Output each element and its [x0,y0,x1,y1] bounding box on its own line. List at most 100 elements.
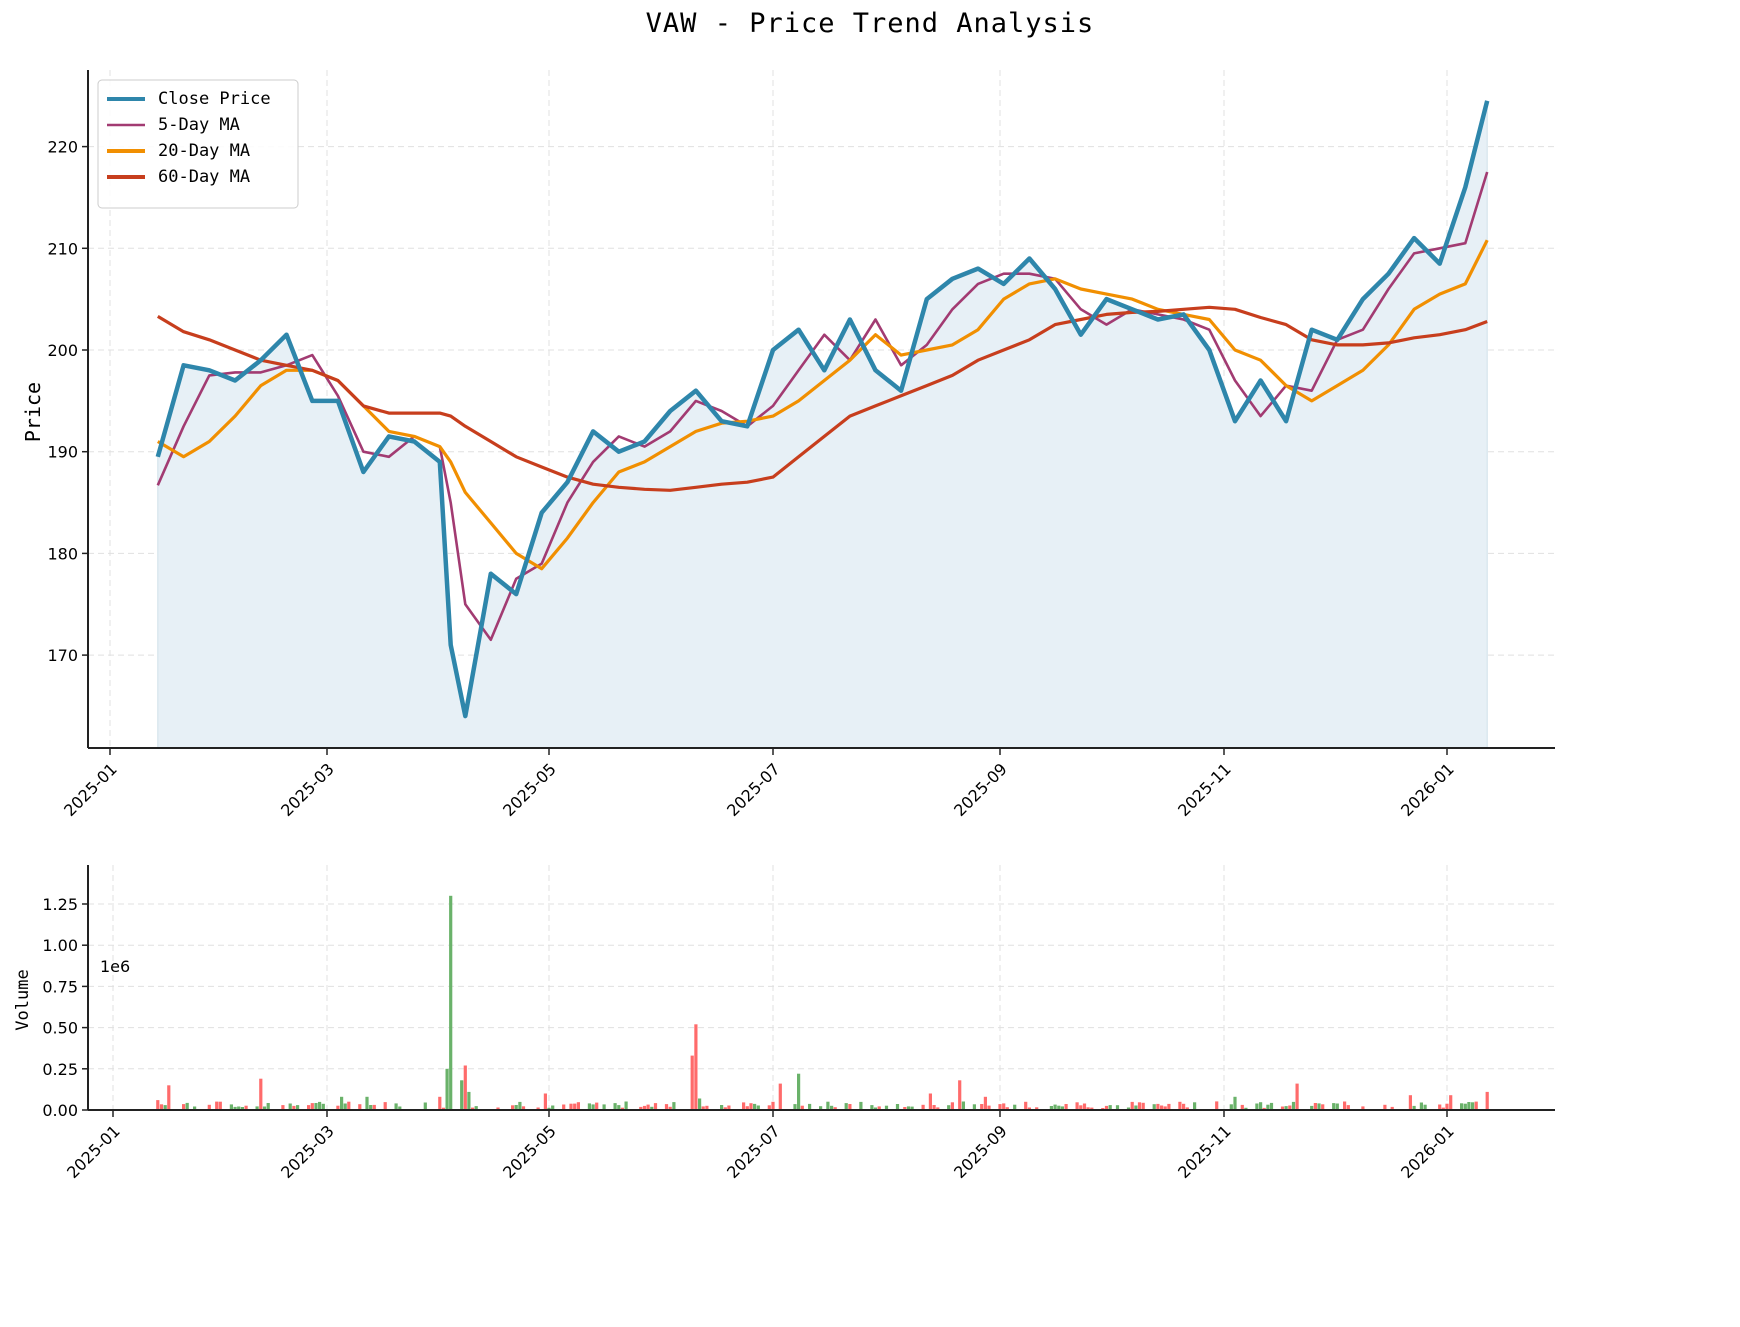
volume-bar [343,1103,347,1110]
volume-bar [980,1104,984,1110]
volume-bar [1086,1107,1090,1110]
volume-bar [844,1103,848,1110]
volume-bar [229,1104,233,1110]
volume-bar [1291,1101,1296,1110]
price-y-tick-label: 170 [47,646,78,665]
volume-bar [958,1080,962,1110]
volume-bar [218,1101,222,1110]
volume-bar [471,1107,475,1110]
legend: Close Price 5-Day MA 20-Day MA 60-Day MA [97,79,299,209]
volume-bar [624,1101,628,1110]
volume-bar [1361,1106,1365,1110]
volume-bar [296,1105,300,1110]
volume-bar [587,1103,591,1110]
volume-bar [1438,1104,1442,1110]
price-y-tick-label: 200 [47,341,78,360]
volume-bar [742,1102,746,1110]
volume-bar [720,1105,724,1110]
volume-bar [1152,1104,1156,1110]
volume-bar [1115,1105,1120,1110]
volume-bar [664,1104,669,1110]
volume-y-tick-label: 1.25 [42,895,78,914]
price-y-tick-label: 190 [47,443,78,462]
volume-bar [215,1101,219,1110]
volume-bar [873,1107,878,1110]
volume-bar [826,1101,830,1110]
volume-bar [1332,1103,1336,1110]
volume-bar [1090,1107,1094,1110]
volume-bar [961,1101,965,1110]
legend-label-ma60: 60-Day MA [158,167,250,187]
close-area-fill [157,100,1488,749]
volume-bar [1134,1105,1138,1110]
volume-bar [1269,1102,1274,1110]
volume-bar [767,1105,771,1110]
volume-y-tick-label: 1.00 [42,936,78,955]
volume-bar [1079,1105,1083,1110]
price-x-tick-label: 2025-07 [723,759,784,820]
volume-bar [830,1105,834,1110]
volume-bar [859,1101,863,1110]
volume-bar [617,1105,621,1110]
price-x-tick-label: 2025-09 [950,759,1011,820]
volume-bar [398,1106,402,1110]
volume-bar [394,1103,398,1110]
volume-bars [156,895,1489,1110]
volume-bar [262,1106,267,1110]
volume-bar [518,1101,522,1110]
volume-bar [668,1106,672,1110]
volume-bar [496,1107,500,1110]
volume-bar [921,1104,925,1110]
volume-bar [318,1101,322,1110]
volume-bar [193,1106,197,1110]
volume-bar [460,1080,464,1110]
price-x-tick-label: 2025-01 [60,759,121,820]
volume-bar [1317,1103,1321,1110]
volume-bar [906,1106,911,1110]
volume-bar [1280,1106,1285,1110]
volume-bar [383,1102,387,1110]
volume-bar [928,1093,932,1110]
chart-title: VAW - Price Trend Analysis [645,8,1095,39]
volume-bar [365,1096,369,1110]
volume-bar [701,1106,705,1110]
volume-bar [1178,1101,1182,1110]
volume-y-tick-label: 0.50 [42,1019,78,1038]
volume-bar [266,1103,270,1110]
volume-bar [870,1105,874,1110]
volume-bar [653,1103,658,1110]
volume-bar [1313,1103,1317,1110]
volume-x-tick-label: 2025-07 [723,1121,784,1182]
volume-bar [1463,1103,1467,1110]
volume-bar [650,1106,654,1110]
volume-bar [1167,1103,1171,1110]
volume-bar [1060,1106,1064,1110]
price-y-tick-label: 180 [47,544,78,563]
volume-bar [698,1098,702,1110]
volume-bar [1013,1104,1017,1110]
volume-bar [972,1104,976,1110]
volume-bar [1295,1083,1299,1110]
volume-bar [756,1105,760,1110]
volume-bar [1390,1106,1394,1110]
volume-bar [620,1107,624,1110]
volume-bar [1467,1102,1471,1110]
volume-bar [1160,1105,1164,1110]
volume-gridlines [88,865,1555,1110]
volume-bar [983,1096,987,1110]
volume-bar [778,1083,782,1110]
legend-box [97,79,299,209]
volume-bar [613,1103,617,1110]
volume-bar [771,1101,775,1110]
volume-bar [1335,1103,1339,1110]
volume-bar [1310,1105,1314,1110]
volume-bar [895,1104,900,1110]
volume-bar [1259,1102,1263,1110]
volume-bar [207,1104,211,1110]
price-y-axis-label: Price [21,382,45,442]
volume-bar [1423,1104,1427,1110]
volume-bar [1229,1104,1233,1110]
volume-bar [1027,1107,1031,1110]
volume-bar [562,1104,566,1110]
line-ma60 [156,305,1488,492]
